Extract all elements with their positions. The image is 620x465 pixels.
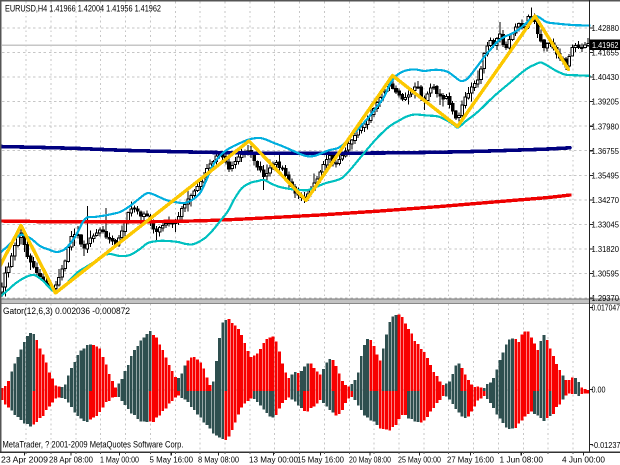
svg-text:1 May 00:00: 1 May 00:00 — [100, 455, 139, 465]
svg-text:1 Jun 08:00: 1 Jun 08:00 — [500, 455, 544, 465]
svg-text:-0.01237: -0.01237 — [592, 440, 620, 450]
svg-text:1.29370: 1.29370 — [592, 293, 620, 303]
svg-text:1.30595: 1.30595 — [592, 269, 620, 279]
svg-text:1.35495: 1.35495 — [592, 171, 620, 181]
svg-text:0.00: 0.00 — [592, 385, 606, 395]
svg-text:1.41655: 1.41655 — [592, 48, 620, 58]
svg-text:8 May 08:00: 8 May 08:00 — [198, 455, 239, 465]
svg-text:4 Jun 00:00: 4 Jun 00:00 — [562, 455, 605, 465]
svg-text:1.39205: 1.39205 — [592, 97, 620, 107]
svg-text:1.42880: 1.42880 — [592, 23, 620, 33]
svg-text:13 May 00:00: 13 May 00:00 — [249, 455, 298, 465]
svg-text:5 May 16:00: 5 May 16:00 — [150, 455, 194, 465]
svg-text:23 Apr 2009: 23 Apr 2009 — [1, 455, 48, 465]
svg-text:25 May 00:00: 25 May 00:00 — [398, 455, 441, 465]
svg-text:1.36755: 1.36755 — [592, 146, 620, 156]
svg-text:Gator(12,6,3) 0.002036 -0.0008: Gator(12,6,3) 0.002036 -0.000872 — [3, 306, 130, 316]
svg-text:0.017047: 0.017047 — [592, 303, 620, 313]
svg-text:20 May 08:00: 20 May 08:00 — [349, 455, 391, 465]
svg-text:1.41962: 1.41962 — [592, 40, 619, 50]
svg-text:1.37980: 1.37980 — [592, 121, 620, 131]
svg-text:15 May 16:00: 15 May 16:00 — [297, 455, 344, 465]
svg-text:1.40430: 1.40430 — [592, 72, 620, 82]
svg-text:1.34270: 1.34270 — [592, 195, 620, 205]
svg-text:1.33045: 1.33045 — [592, 220, 620, 230]
svg-text:27 May 16:00: 27 May 16:00 — [447, 455, 494, 465]
svg-text:EURUSD,H4 1.41966 1.42004 1.4: EURUSD,H4 1.41966 1.42004 1.41956 1.4196… — [5, 4, 161, 14]
svg-text:MetaTrader, ? 2001-2009 MetaQu: MetaTrader, ? 2001-2009 MetaQuotes Softw… — [3, 440, 184, 450]
svg-text:1.31820: 1.31820 — [592, 244, 620, 254]
svg-text:28 Apr 08:00: 28 Apr 08:00 — [49, 455, 93, 465]
